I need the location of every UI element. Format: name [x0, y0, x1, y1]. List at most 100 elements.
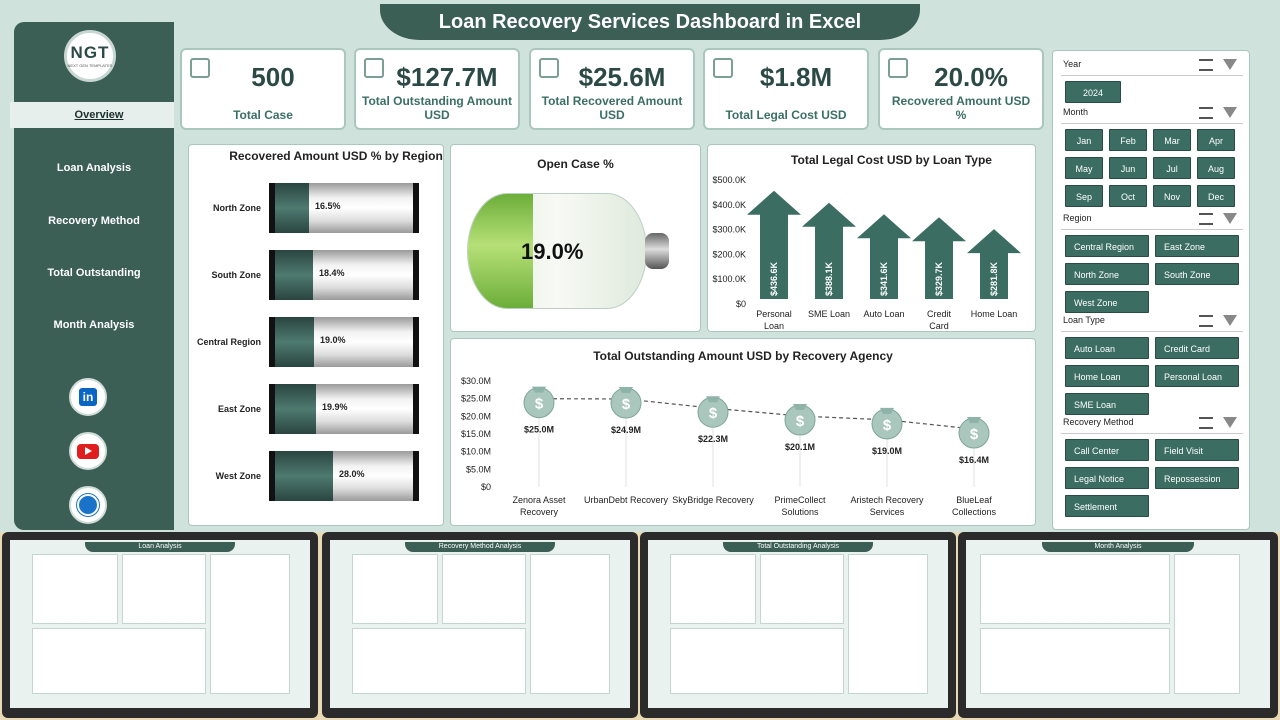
loan-type-filter-label: Loan Type	[1063, 315, 1105, 325]
kpi-value: $1.8M	[759, 62, 833, 92]
clear-filter-icon[interactable]	[1223, 417, 1237, 428]
region-bar-fill	[275, 384, 316, 434]
loan-type-option[interactable]: SME Loan	[1065, 393, 1149, 415]
dollar-sign: $	[709, 405, 718, 422]
nav-recovery-method[interactable]: Recovery Method	[14, 215, 174, 227]
thumb-chart	[530, 554, 610, 694]
recovery-method-option[interactable]: Repossession	[1155, 467, 1239, 489]
kpi-value: $25.6M	[578, 62, 666, 92]
thumbnail-canvas: Recovery Method Analysis	[330, 540, 630, 708]
nav-month-analysis[interactable]: Month Analysis	[14, 319, 174, 331]
region-option[interactable]: West Zone	[1065, 291, 1149, 313]
month-option[interactable]: Jun	[1109, 157, 1147, 179]
thumbnail-loan-analysis[interactable]: Loan Analysis	[2, 532, 318, 718]
category-label: PrimeCollect	[774, 495, 826, 505]
linkedin-button[interactable]: in	[69, 378, 107, 416]
month-option[interactable]: Jul	[1153, 157, 1191, 179]
loan-type-option[interactable]: Auto Loan	[1065, 337, 1149, 359]
y-tick-label: $500.0K	[712, 175, 746, 185]
money-bag-icon: $	[610, 387, 642, 419]
open-case-value: 19.0%	[521, 239, 584, 264]
money-bag-icon	[539, 58, 559, 78]
multi-select-icon[interactable]	[1199, 59, 1213, 71]
money-bag-icon: $	[697, 396, 729, 428]
multi-select-icon[interactable]	[1199, 417, 1213, 429]
kpi-value: 20.0%	[934, 62, 1008, 92]
kpi-label: Total Outstanding Amount USD	[362, 94, 512, 122]
month-option[interactable]: Aug	[1197, 157, 1235, 179]
region-bar-label: 19.9%	[322, 402, 348, 412]
thumb-chart	[980, 628, 1170, 694]
point-value-label: $22.3M	[698, 434, 728, 444]
thumbnail-total-outstanding[interactable]: Total Outstanding Analysis	[640, 532, 956, 718]
loan-type-option[interactable]: Credit Card	[1155, 337, 1239, 359]
region-bar-label: 28.0%	[339, 469, 365, 479]
loan-type-option[interactable]: Home Loan	[1065, 365, 1149, 387]
recovery-method-option[interactable]: Field Visit	[1155, 439, 1239, 461]
loan-type-option[interactable]: Personal Loan	[1155, 365, 1239, 387]
divider	[1061, 433, 1243, 434]
month-option[interactable]: Mar	[1153, 129, 1191, 151]
month-option[interactable]: Jan	[1065, 129, 1103, 151]
category-label: Home Loan	[971, 309, 1018, 319]
region-option[interactable]: North Zone	[1065, 263, 1149, 285]
category-label: BlueLeaf	[956, 495, 992, 505]
bag-neck	[880, 407, 894, 414]
nav-loan-analysis[interactable]: Loan Analysis	[14, 162, 174, 174]
dollar-sign: $	[535, 396, 544, 413]
month-option[interactable]: Nov	[1153, 185, 1191, 207]
clear-filter-icon[interactable]	[1223, 315, 1237, 326]
thumbnail-recovery-method[interactable]: Recovery Method Analysis	[322, 532, 638, 718]
page-title: Loan Recovery Services Dashboard in Exce…	[380, 4, 920, 40]
multi-select-icon[interactable]	[1199, 213, 1213, 225]
clear-filter-icon[interactable]	[1223, 107, 1237, 118]
month-option[interactable]: Feb	[1109, 129, 1147, 151]
category-label: Auto Loan	[863, 309, 904, 319]
logo-text: NGT	[70, 43, 110, 62]
region-label: East Zone	[217, 404, 261, 414]
month-option[interactable]: Sep	[1065, 185, 1103, 207]
region-chart-title: Recovered Amount USD % by Region	[229, 149, 443, 163]
recovery-method-option[interactable]: Settlement	[1065, 495, 1149, 517]
globe-icon	[77, 494, 99, 516]
multi-select-icon[interactable]	[1199, 107, 1213, 119]
dollar-sign: $	[796, 413, 805, 430]
region-option[interactable]: East Zone	[1155, 235, 1239, 257]
thumbnail-title: Loan Analysis	[85, 542, 235, 552]
clear-filter-icon[interactable]	[1223, 213, 1237, 224]
youtube-button[interactable]	[69, 432, 107, 470]
y-tick-label: $20.0M	[461, 411, 491, 421]
month-option[interactable]: Dec	[1197, 185, 1235, 207]
month-option[interactable]: May	[1065, 157, 1103, 179]
month-option[interactable]: Oct	[1109, 185, 1147, 207]
nav-total-outstanding[interactable]: Total Outstanding	[14, 267, 174, 279]
month-option[interactable]: Apr	[1197, 129, 1235, 151]
clear-filter-icon[interactable]	[1223, 59, 1237, 70]
category-label: Collections	[952, 507, 997, 517]
kpi-label: Total Recovered Amount USD	[541, 94, 683, 122]
category-label: Card	[929, 321, 949, 331]
nav-overview[interactable]: Overview	[10, 102, 188, 128]
legal-cost-chart: $500.0K $400.0K $300.0K $200.0K $100.0K $0 $43…	[712, 175, 1021, 331]
thumb-chart	[442, 554, 526, 624]
thumbnail-strip: Loan Analysis Recovery Method Analysis T…	[0, 532, 1280, 720]
category-label: SkyBridge Recovery	[672, 495, 754, 505]
point-value-label: $19.0M	[872, 446, 902, 456]
region-option[interactable]: South Zone	[1155, 263, 1239, 285]
region-bar-fill	[275, 317, 314, 367]
thumbnail-month-analysis[interactable]: Month Analysis	[958, 532, 1278, 718]
region-option[interactable]: Central Region	[1065, 235, 1149, 257]
recovery-method-option[interactable]: Legal Notice	[1065, 467, 1149, 489]
year-option[interactable]: 2024	[1065, 81, 1121, 103]
region-bar: 16.5%	[269, 183, 419, 233]
website-button[interactable]	[69, 486, 107, 524]
region-filter-label: Region	[1063, 213, 1092, 223]
multi-select-icon[interactable]	[1199, 315, 1213, 327]
recovery-method-option[interactable]: Call Center	[1065, 439, 1149, 461]
bar-value-label: $436.6K	[769, 261, 779, 296]
thumb-chart	[210, 554, 290, 694]
kpi-recovered-pct: 20.0% Recovered Amount USD %	[878, 48, 1044, 130]
thumb-chart	[980, 554, 1170, 624]
dollar-sign: $	[970, 426, 979, 443]
agency-line	[538, 398, 975, 430]
